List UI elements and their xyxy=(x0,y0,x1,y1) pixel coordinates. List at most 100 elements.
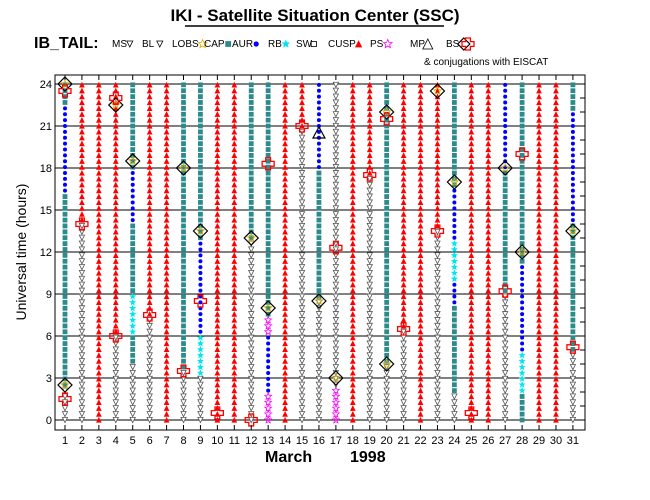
marker xyxy=(130,123,136,129)
marker xyxy=(197,369,204,376)
marker xyxy=(281,39,291,48)
marker xyxy=(503,88,508,93)
marker xyxy=(112,134,119,141)
marker xyxy=(129,399,136,406)
marker xyxy=(553,264,559,270)
marker xyxy=(96,105,102,111)
marker xyxy=(282,146,288,153)
marker xyxy=(434,146,441,153)
marker xyxy=(451,152,457,158)
marker xyxy=(519,123,525,129)
x-tick-label: 4 xyxy=(113,435,119,447)
marker xyxy=(298,346,306,353)
marker xyxy=(282,105,288,111)
marker xyxy=(231,316,238,323)
marker xyxy=(468,81,475,88)
marker xyxy=(485,316,492,323)
marker xyxy=(263,415,273,424)
marker xyxy=(383,405,390,412)
marker xyxy=(163,252,170,258)
marker xyxy=(400,281,407,288)
marker xyxy=(181,288,186,294)
legend-item: PS xyxy=(370,38,394,50)
marker xyxy=(231,305,238,311)
marker xyxy=(384,141,390,147)
marker xyxy=(63,182,67,187)
marker xyxy=(247,264,255,271)
marker xyxy=(197,375,204,383)
marker xyxy=(107,97,124,113)
marker xyxy=(329,241,343,255)
marker xyxy=(400,369,407,377)
marker xyxy=(231,164,238,170)
marker xyxy=(96,211,102,217)
marker xyxy=(265,117,271,123)
marker xyxy=(282,264,288,270)
marker xyxy=(400,258,407,264)
marker xyxy=(146,228,153,235)
marker xyxy=(451,311,457,317)
marker xyxy=(112,269,119,276)
marker xyxy=(214,322,221,329)
marker xyxy=(485,275,492,282)
marker xyxy=(468,117,475,123)
marker xyxy=(519,141,525,147)
marker xyxy=(248,158,254,164)
marker xyxy=(231,93,238,100)
marker xyxy=(96,322,102,329)
marker xyxy=(400,334,407,342)
marker xyxy=(266,335,271,340)
marker xyxy=(536,269,542,276)
marker xyxy=(400,93,407,100)
marker xyxy=(79,187,85,194)
marker xyxy=(434,393,441,400)
marker xyxy=(315,399,323,406)
marker xyxy=(570,206,575,211)
marker xyxy=(247,387,255,395)
marker xyxy=(366,352,373,359)
marker xyxy=(570,112,575,117)
marker xyxy=(434,364,441,371)
marker xyxy=(468,93,475,100)
marker xyxy=(520,265,525,270)
marker xyxy=(417,275,424,282)
marker xyxy=(247,393,255,400)
marker xyxy=(231,258,238,264)
marker xyxy=(434,305,441,312)
marker xyxy=(316,182,322,188)
marker xyxy=(316,165,321,170)
marker xyxy=(520,312,525,317)
marker xyxy=(311,125,326,139)
marker xyxy=(282,299,288,306)
marker xyxy=(96,199,102,206)
marker xyxy=(316,112,321,117)
marker xyxy=(384,82,390,88)
marker xyxy=(78,234,86,242)
marker xyxy=(519,194,525,199)
marker xyxy=(181,247,186,252)
marker xyxy=(130,229,136,235)
marker xyxy=(366,117,373,123)
marker xyxy=(502,270,508,276)
marker xyxy=(331,386,341,395)
marker xyxy=(417,169,424,176)
marker xyxy=(417,340,424,347)
marker xyxy=(485,322,492,329)
marker xyxy=(518,357,526,365)
marker xyxy=(417,393,424,400)
marker xyxy=(434,211,441,217)
marker xyxy=(468,234,475,241)
marker xyxy=(298,387,306,395)
marker xyxy=(298,328,306,336)
marker xyxy=(62,341,68,346)
marker xyxy=(96,187,102,194)
marker xyxy=(417,387,424,394)
marker xyxy=(181,294,186,299)
marker xyxy=(146,111,153,117)
marker xyxy=(366,269,373,277)
marker xyxy=(570,335,576,341)
marker xyxy=(485,99,492,106)
legend-label: SW xyxy=(296,39,313,50)
marker xyxy=(193,294,208,308)
marker xyxy=(502,264,508,270)
